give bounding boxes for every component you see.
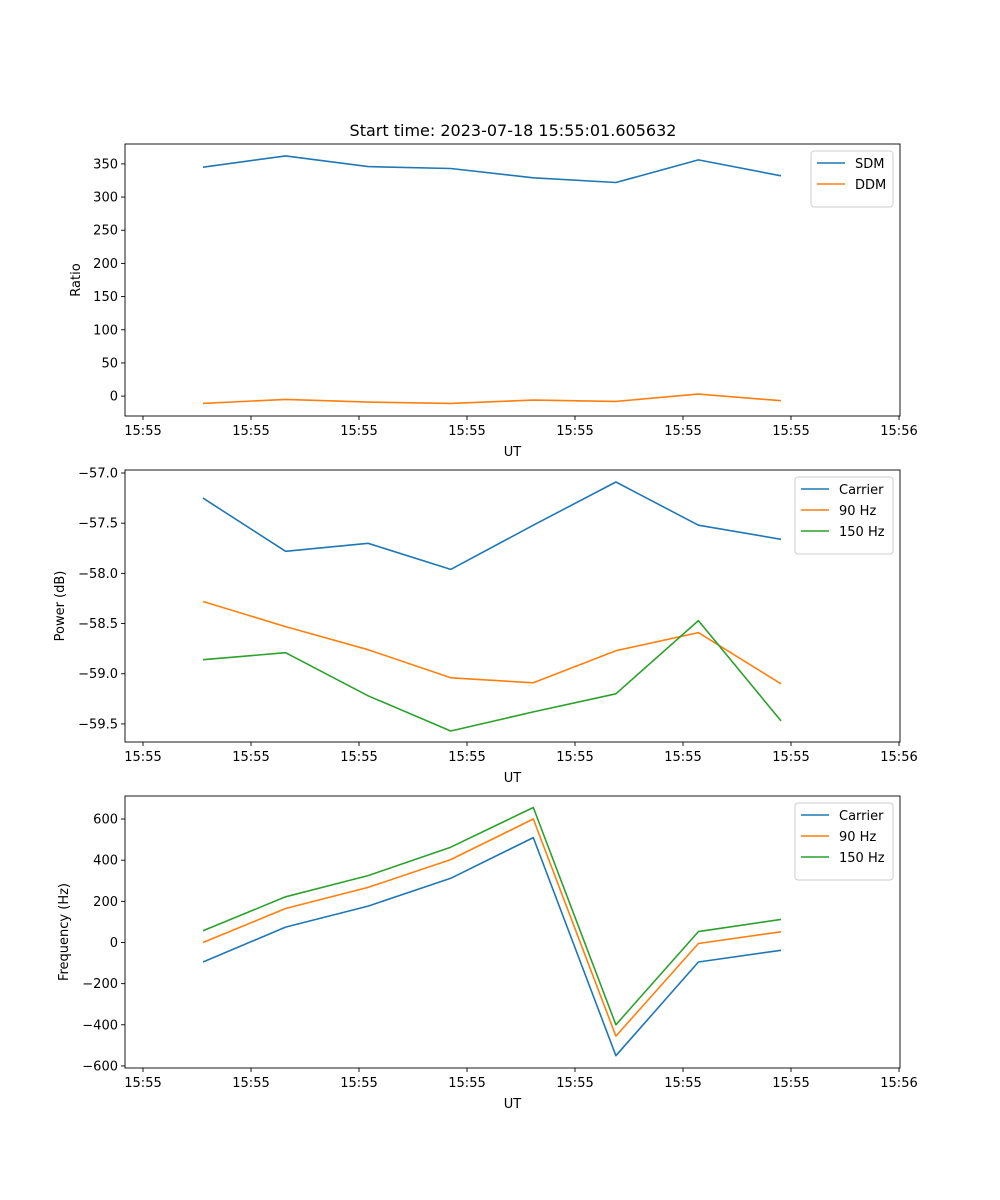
series-line-150-hz bbox=[202, 619, 782, 732]
x-tick-label: 15:55 bbox=[664, 1076, 701, 1091]
plot-frame bbox=[124, 143, 901, 417]
legend-label: Carrier bbox=[839, 483, 884, 498]
x-tick-label: 15:55 bbox=[340, 750, 377, 765]
y-tick-label: −58.0 bbox=[78, 567, 118, 582]
legend-label: 150 Hz bbox=[839, 851, 885, 866]
x-tick-label: 15:55 bbox=[340, 424, 377, 439]
legend-box bbox=[810, 150, 894, 208]
y-axis-label: Frequency (Hz) bbox=[57, 883, 72, 981]
y-tick-label: 300 bbox=[93, 191, 118, 206]
x-tick-label: 15:55 bbox=[232, 1076, 269, 1091]
x-tick-label: 15:55 bbox=[448, 750, 485, 765]
panels: 15:55 15:55 15:55 15:55 15:55 15:55 15:55 15:56… bbox=[53, 143, 918, 1112]
x-tick-label: 15:55 bbox=[448, 1076, 485, 1091]
x-tick-label: 15:55 bbox=[448, 424, 485, 439]
x-tick-label: 15:55 bbox=[124, 1076, 161, 1091]
legend: Carrier 90 Hz 150 Hz bbox=[794, 802, 894, 881]
x-tick-label: 15:55 bbox=[556, 750, 593, 765]
x-axis-label: UT bbox=[504, 445, 522, 460]
y-tick-label: 400 bbox=[93, 854, 118, 869]
x-tick-label: 15:55 bbox=[664, 750, 701, 765]
y-tick-label: 200 bbox=[93, 257, 118, 272]
y-tick-label: 600 bbox=[93, 813, 118, 828]
y-tick-label: −57.5 bbox=[78, 517, 118, 532]
chart-panel-1: 15:55 15:55 15:55 15:55 15:55 15:55 15:55 15:56… bbox=[69, 143, 918, 460]
y-tick-label: 50 bbox=[101, 356, 118, 371]
plot-frame bbox=[124, 469, 901, 743]
x-tick-label: 15:55 bbox=[556, 1076, 593, 1091]
y-tick-label: 200 bbox=[93, 895, 118, 910]
y-axis-label: Ratio bbox=[69, 263, 84, 296]
series-line-sdm bbox=[202, 155, 782, 184]
x-tick-label: 15:56 bbox=[880, 424, 917, 439]
legend: Carrier 90 Hz 150 Hz bbox=[794, 476, 894, 555]
series-line-carrier bbox=[202, 836, 782, 1057]
x-tick-label: 15:55 bbox=[772, 1076, 809, 1091]
y-tick-label: 0 bbox=[110, 936, 118, 951]
legend-label: 150 Hz bbox=[839, 525, 885, 540]
figure-title: Start time: 2023-07-18 15:55:01.605632 bbox=[350, 121, 677, 140]
legend: SDM DDM bbox=[810, 150, 894, 208]
x-tick-label: 15:55 bbox=[772, 750, 809, 765]
y-tick-label: −400 bbox=[82, 1018, 118, 1033]
y-tick-label: 250 bbox=[93, 224, 118, 239]
x-axis-label: UT bbox=[504, 1097, 522, 1112]
y-axis-label: Power (dB) bbox=[53, 571, 68, 642]
x-tick-label: 15:56 bbox=[880, 1076, 917, 1091]
x-tick-label: 15:56 bbox=[880, 750, 917, 765]
legend-box bbox=[794, 476, 894, 555]
x-tick-label: 15:55 bbox=[232, 424, 269, 439]
x-tick-label: 15:55 bbox=[124, 424, 161, 439]
series-line-carrier bbox=[202, 481, 782, 571]
series-line-90-hz bbox=[202, 600, 782, 685]
x-tick-label: 15:55 bbox=[556, 424, 593, 439]
y-tick-label: 350 bbox=[93, 157, 118, 172]
legend-label: Carrier bbox=[839, 809, 884, 824]
series-line-ddm bbox=[202, 393, 782, 405]
x-tick-label: 15:55 bbox=[232, 750, 269, 765]
series-line-150-hz bbox=[202, 806, 782, 1026]
y-tick-label: −57.0 bbox=[78, 467, 118, 482]
legend-label: SDM bbox=[855, 157, 884, 172]
legend-label: 90 Hz bbox=[839, 830, 876, 845]
chart-panel-3: 15:55 15:55 15:55 15:55 15:55 15:55 15:55 15:56… bbox=[57, 795, 918, 1112]
legend-box bbox=[794, 802, 894, 881]
y-tick-label: 0 bbox=[110, 390, 118, 405]
y-tick-label: −200 bbox=[82, 977, 118, 992]
plot-frame bbox=[124, 795, 901, 1069]
y-tick-label: −59.0 bbox=[78, 667, 118, 682]
y-tick-label: −59.5 bbox=[78, 717, 118, 732]
series-line-90-hz bbox=[202, 818, 782, 1037]
chart-panel-2: 15:55 15:55 15:55 15:55 15:55 15:55 15:55 15:56… bbox=[53, 467, 918, 786]
x-axis-label: UT bbox=[504, 771, 522, 786]
y-tick-label: −58.5 bbox=[78, 617, 118, 632]
legend-label: DDM bbox=[855, 178, 886, 193]
x-tick-label: 15:55 bbox=[124, 750, 161, 765]
x-tick-label: 15:55 bbox=[772, 424, 809, 439]
y-tick-label: 100 bbox=[93, 323, 118, 338]
x-tick-label: 15:55 bbox=[664, 424, 701, 439]
y-tick-label: 150 bbox=[93, 290, 118, 305]
y-tick-label: −600 bbox=[82, 1059, 118, 1074]
x-tick-label: 15:55 bbox=[340, 1076, 377, 1091]
legend-label: 90 Hz bbox=[839, 504, 876, 519]
